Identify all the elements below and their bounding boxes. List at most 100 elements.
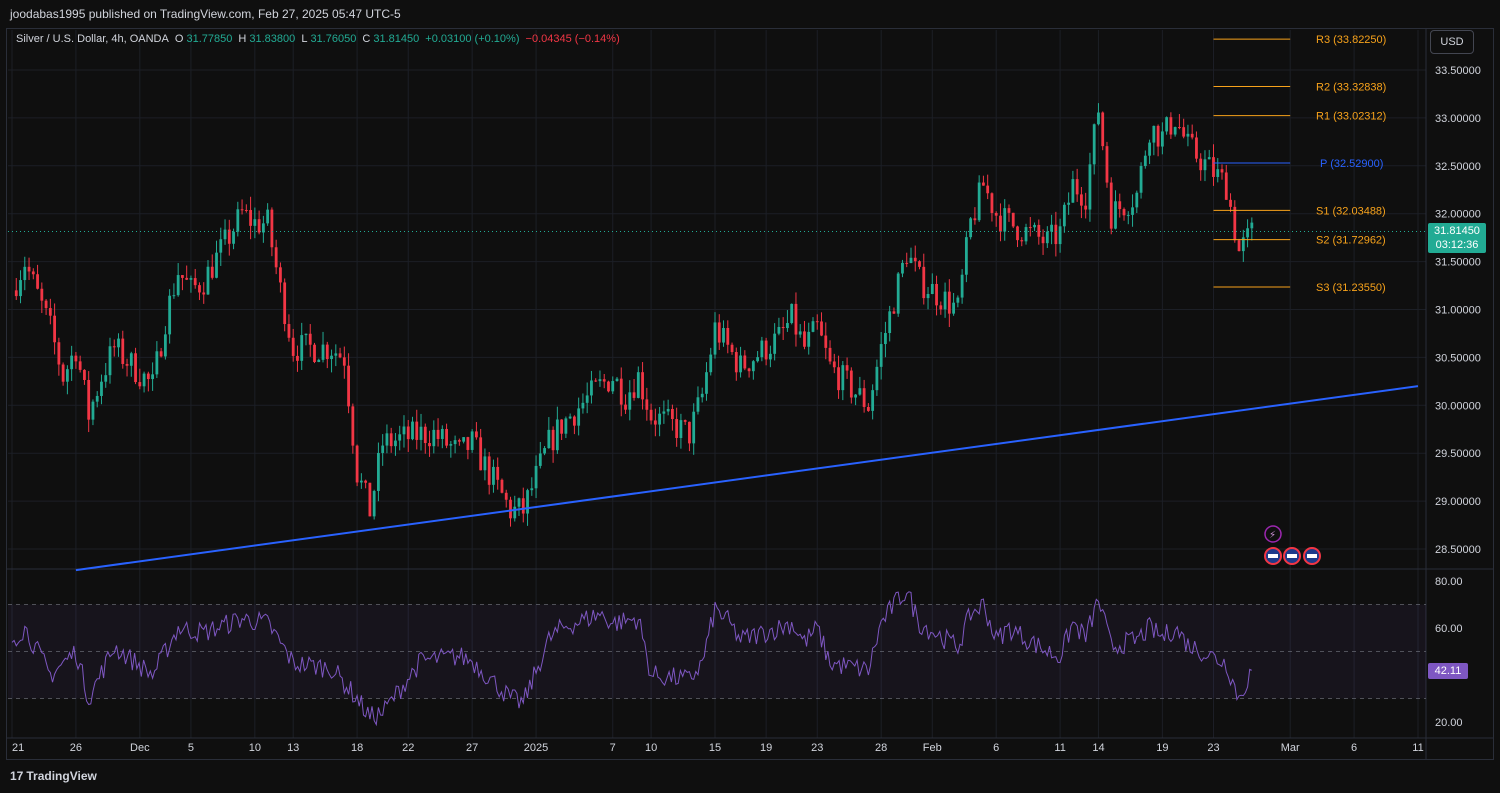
candle-body	[692, 411, 696, 444]
candle-body	[1109, 182, 1113, 229]
candle-body	[564, 418, 568, 434]
rsi-value-tag: 42.11	[1428, 663, 1468, 679]
candle-body	[1054, 224, 1058, 245]
candle-body	[219, 239, 223, 253]
candle-body	[1062, 204, 1066, 227]
candle-body	[892, 311, 896, 314]
candle-body	[926, 293, 930, 299]
candle-body	[624, 404, 627, 410]
candle-body	[1203, 159, 1207, 171]
candle-body	[210, 266, 214, 278]
candle-body	[117, 338, 120, 348]
candle-body	[308, 333, 312, 345]
candle-body	[560, 419, 564, 434]
candle-body	[700, 393, 704, 398]
candle-body	[517, 498, 521, 507]
candle-body	[866, 406, 870, 411]
candle-body	[1075, 179, 1079, 195]
candle-body	[1233, 206, 1237, 241]
time-axis-label: 2025	[524, 742, 548, 754]
candle-body	[713, 322, 717, 355]
candle-body	[36, 274, 39, 289]
footer-bar	[0, 760, 1500, 793]
tradingview-logo-icon: 17	[10, 769, 24, 783]
candle-body	[1160, 131, 1164, 147]
price-axis-label: 32.50000	[1435, 161, 1481, 173]
candle-body	[913, 257, 917, 262]
candle-body	[662, 411, 666, 414]
candle-body	[1016, 226, 1019, 241]
candle-body	[901, 262, 904, 274]
candle-body	[236, 209, 240, 232]
candle-body	[279, 267, 282, 283]
candle-body	[151, 374, 154, 380]
candle-body	[334, 353, 338, 356]
candle-body	[1237, 240, 1241, 252]
time-axis-label: Mar	[1281, 742, 1300, 754]
candle-body	[1178, 127, 1181, 129]
candle-body	[23, 266, 27, 281]
candle-body	[87, 379, 91, 420]
candle-body	[53, 315, 57, 343]
candles	[14, 103, 1254, 527]
candle-body	[675, 419, 679, 438]
candle-body	[871, 390, 875, 411]
candle-body	[253, 219, 257, 226]
candle-body	[837, 367, 840, 391]
candle-body	[440, 428, 444, 439]
candle-body	[743, 355, 747, 369]
candle-body	[1041, 236, 1045, 244]
candle-body	[973, 218, 977, 221]
candle-body	[734, 352, 738, 373]
candle-body	[462, 437, 466, 442]
candle-body	[351, 406, 355, 446]
rsi-line	[11, 591, 1252, 727]
candle-body	[240, 209, 244, 211]
time-axis-label: 10	[249, 742, 261, 754]
candle-body	[896, 273, 900, 314]
candle-body	[372, 490, 376, 517]
candle-body	[585, 395, 589, 403]
change-value: +0.03100 (+0.10%)	[425, 33, 520, 45]
lightning-icon	[1264, 525, 1282, 543]
candle-body	[453, 440, 457, 445]
candle-body	[428, 443, 431, 447]
candle-body	[249, 209, 252, 226]
candle-body	[70, 355, 74, 370]
tradingview-logo[interactable]: 17 TradingView	[10, 769, 97, 783]
candle-body	[14, 290, 18, 297]
pivot-label-p: P (32.52900)	[1320, 158, 1383, 170]
candle-body	[653, 420, 657, 425]
candle-body	[385, 433, 389, 446]
candle-body	[615, 378, 619, 382]
candle-body	[300, 335, 304, 361]
candle-body	[688, 421, 691, 444]
candle-body	[828, 347, 832, 362]
candle-body	[943, 291, 947, 310]
candle-body	[500, 479, 504, 493]
price-axis-label: 30.50000	[1435, 352, 1481, 364]
candle-body	[134, 353, 137, 383]
candle-body	[1033, 224, 1036, 228]
candle-body	[990, 193, 994, 213]
candle-body	[359, 480, 363, 483]
candle-body	[40, 288, 44, 301]
candle-body	[287, 324, 291, 338]
price-axis-label: 31.50000	[1435, 257, 1481, 269]
candle-body	[1050, 224, 1053, 232]
candle-body	[181, 275, 184, 278]
candle-body	[530, 488, 534, 491]
candle-body	[641, 372, 644, 400]
candle-body	[504, 492, 508, 500]
pivot-label-r2: R2 (33.32838)	[1316, 81, 1386, 93]
candle-body	[964, 237, 968, 275]
candle-body	[121, 338, 125, 364]
currency-button[interactable]: USD	[1430, 30, 1474, 54]
candle-body	[1195, 137, 1198, 159]
candle-body	[1216, 169, 1220, 177]
header-bar: joodabas1995 published on TradingView.co…	[0, 0, 1500, 28]
candle-body	[176, 275, 180, 296]
candle-body	[602, 379, 606, 382]
price-axis-label: 31.00000	[1435, 305, 1481, 317]
